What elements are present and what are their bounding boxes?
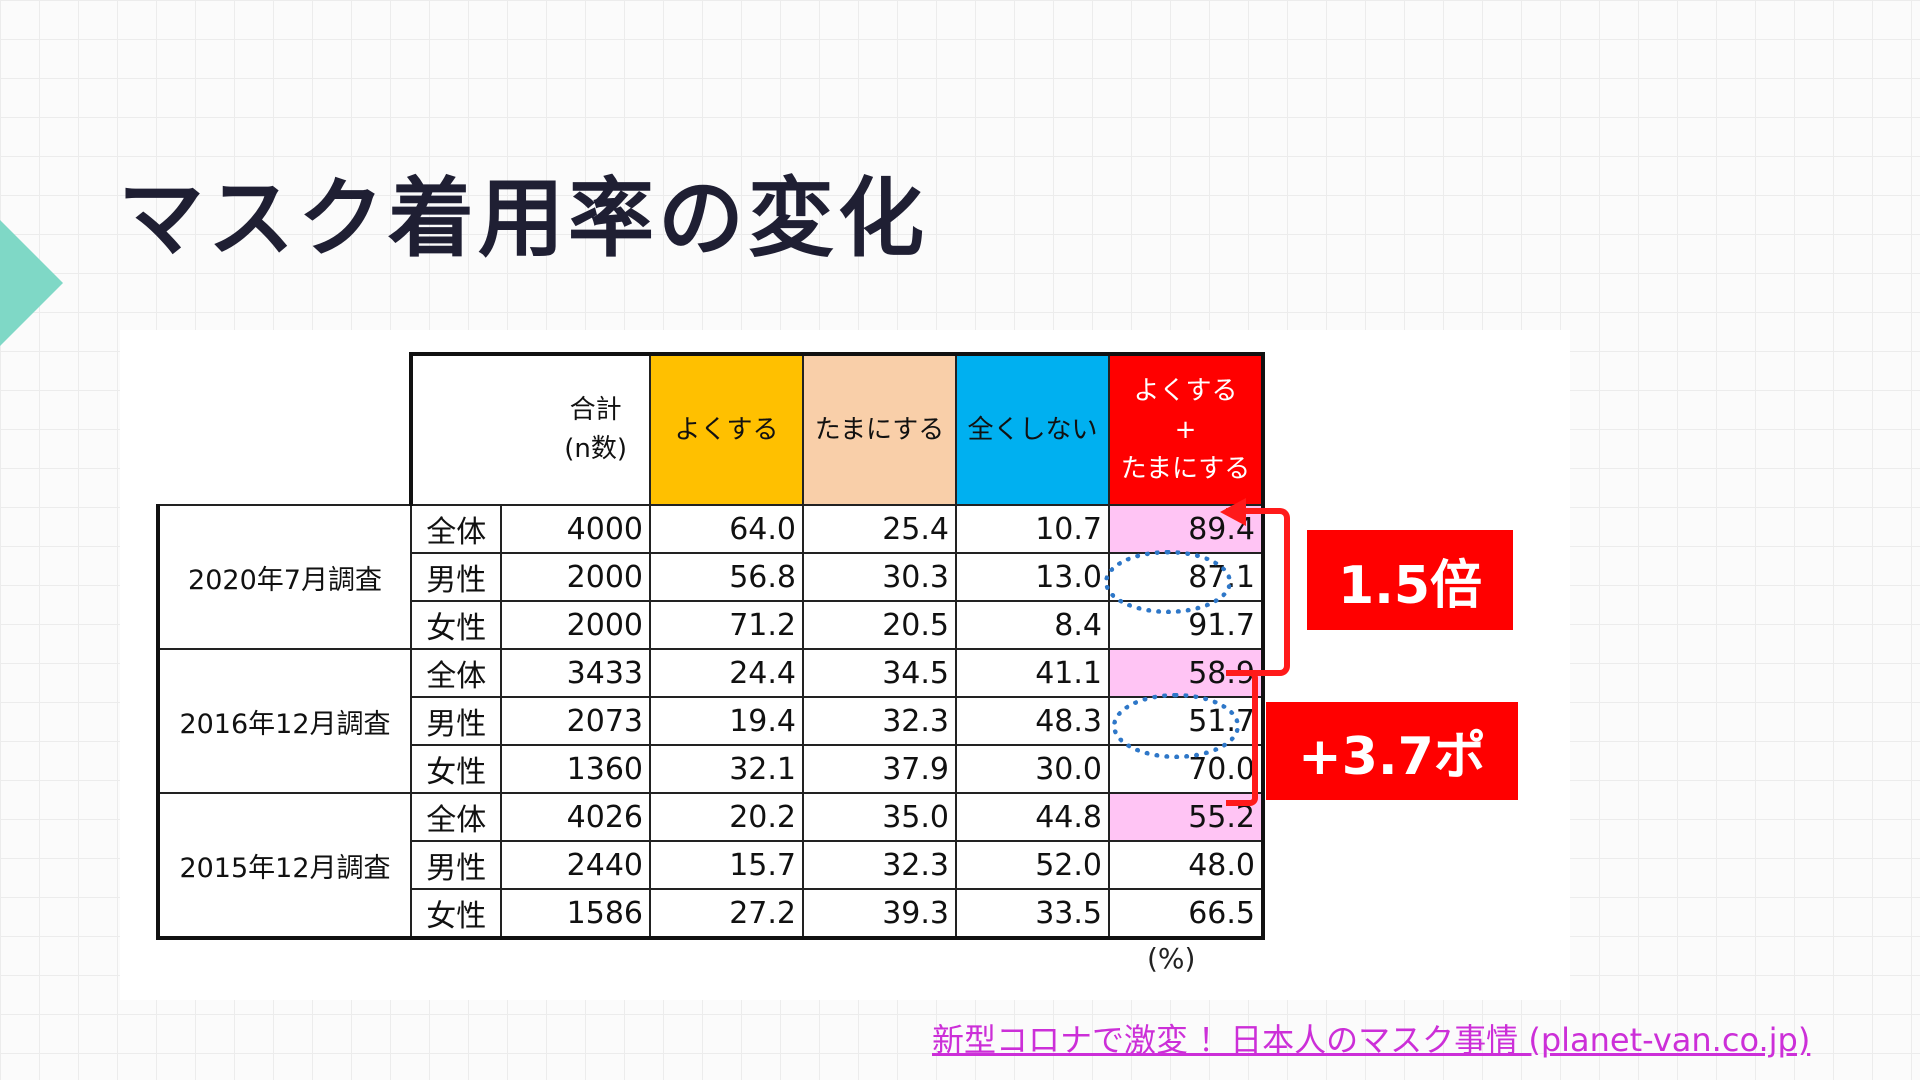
cell-n: 1360	[500, 744, 651, 794]
group-label-2015-12: 2015年12月調査	[156, 792, 412, 940]
row-sub-label: 男性	[409, 552, 503, 602]
cell-sometimes: 25.4	[802, 504, 957, 554]
table-header-row: 合計 (n数) よくする たまにする 全くしない よくする + たまにする	[158, 352, 1265, 506]
header-never: 全くしない	[955, 352, 1110, 506]
cell-never: 52.0	[955, 840, 1110, 890]
cell-sometimes: 30.3	[802, 552, 957, 602]
row-sub-label: 全体	[409, 648, 503, 698]
cell-sometimes: 39.3	[802, 888, 957, 940]
dotted-highlight-ring-2016	[1112, 693, 1240, 759]
bracket-arrow-icon	[1220, 498, 1246, 526]
cell-sometimes: 20.5	[802, 600, 957, 650]
row-sub-label: 男性	[409, 696, 503, 746]
row-sub-label: 男性	[409, 840, 503, 890]
row-sub-label: 女性	[409, 744, 503, 794]
cell-sum-highlight: 58.9	[1108, 648, 1265, 698]
cell-n: 1586	[500, 888, 651, 940]
cell-often: 24.4	[649, 648, 804, 698]
cell-often: 15.7	[649, 840, 804, 890]
table-row: 男性 2000 56.8 30.3 13.0 87.1	[158, 552, 1265, 602]
cell-often: 19.4	[649, 696, 804, 746]
cell-often: 20.2	[649, 792, 804, 842]
header-total-label: 合計 (n数)	[564, 395, 627, 464]
cell-never: 44.8	[955, 792, 1110, 842]
dotted-highlight-ring-2020	[1104, 550, 1232, 614]
cell-sum: 70.0	[1108, 744, 1265, 794]
red-bracket-top	[1226, 508, 1290, 676]
cell-n: 3433	[500, 648, 651, 698]
cell-often: 71.2	[649, 600, 804, 650]
mask-usage-table: 合計 (n数) よくする たまにする 全くしない よくする + たまにする 20…	[156, 352, 1265, 940]
cell-sometimes: 32.3	[802, 840, 957, 890]
cell-sometimes: 35.0	[802, 792, 957, 842]
cell-sum: 66.5	[1108, 888, 1265, 940]
cell-n: 2440	[500, 840, 651, 890]
cell-n: 2073	[500, 696, 651, 746]
row-sub-label: 全体	[409, 792, 503, 842]
row-sub-label: 女性	[409, 600, 503, 650]
cell-often: 56.8	[649, 552, 804, 602]
header-often: よくする	[649, 352, 804, 506]
group-label-2020-07: 2020年7月調査	[156, 504, 412, 650]
table-row: 男性 2440 15.7 32.3 52.0 48.0	[158, 840, 1265, 890]
cell-never: 41.1	[955, 648, 1110, 698]
row-sub-label: 女性	[409, 888, 503, 940]
table-row: 女性 1360 32.1 37.9 30.0 70.0	[158, 744, 1265, 794]
row-sub-label: 全体	[409, 504, 503, 554]
table-panel: 合計 (n数) よくする たまにする 全くしない よくする + たまにする 20…	[120, 330, 1570, 1000]
header-often-plus-sometimes: よくする + たまにする	[1108, 352, 1265, 506]
header-sometimes: たまにする	[802, 352, 957, 506]
cell-often: 32.1	[649, 744, 804, 794]
cell-n: 2000	[500, 552, 651, 602]
cell-never: 10.7	[955, 504, 1110, 554]
cell-n: 4000	[500, 504, 651, 554]
accent-arrow-shape	[0, 220, 63, 346]
cell-n: 4026	[500, 792, 651, 842]
cell-sum: 48.0	[1108, 840, 1265, 890]
cell-never: 30.0	[955, 744, 1110, 794]
header-blank-corner	[158, 354, 411, 505]
unit-label: (%)	[1147, 942, 1196, 975]
callout-ratio: 1.5倍	[1307, 530, 1513, 630]
cell-sometimes: 34.5	[802, 648, 957, 698]
cell-never: 13.0	[955, 552, 1110, 602]
cell-often: 64.0	[649, 504, 804, 554]
red-bracket-bottom	[1226, 670, 1258, 806]
table-row: 2016年12月調査 全体 3433 24.4 34.5 41.1 58.9	[156, 648, 1265, 794]
header-sum-line1: よくする	[1133, 375, 1238, 406]
cell-never: 33.5	[955, 888, 1110, 940]
cell-sometimes: 37.9	[802, 744, 957, 794]
cell-often: 27.2	[649, 888, 804, 940]
cell-sometimes: 32.3	[802, 696, 957, 746]
cell-never: 8.4	[955, 600, 1110, 650]
table-row: 女性 1586 27.2 39.3 33.5 66.5	[158, 888, 1265, 940]
slide-title: マスク着用率の変化	[118, 169, 928, 269]
header-sum-line2: +	[1174, 414, 1197, 445]
header-sum-line3: たまにする	[1120, 453, 1251, 484]
source-link[interactable]: 新型コロナで激変 ！日本人のマスク事情 (planet-van.co.jp)	[932, 1021, 1811, 1059]
cell-never: 48.3	[955, 696, 1110, 746]
table-row: 2020年7月調査 全体 4000 64.0 25.4 10.7 89.4	[156, 504, 1265, 650]
group-label-2016-12: 2016年12月調査	[156, 648, 412, 794]
table-row: 2015年12月調査 全体 4026 20.2 35.0 44.8 55.2	[156, 792, 1265, 940]
callout-increase: +3.7ポ	[1266, 702, 1518, 800]
cell-n: 2000	[500, 600, 651, 650]
header-total: 合計 (n数)	[409, 352, 651, 506]
